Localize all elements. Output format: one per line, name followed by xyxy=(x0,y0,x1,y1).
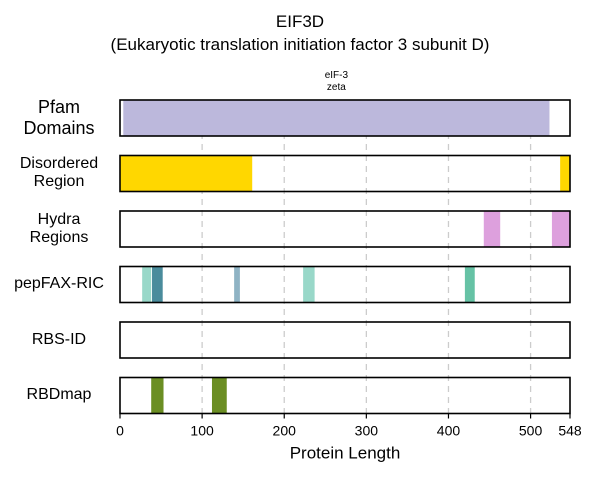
x-tick-label: 0 xyxy=(116,423,124,439)
x-tick-label: 400 xyxy=(437,423,461,439)
x-tick-label: 200 xyxy=(273,423,297,439)
track-label: Pfam Domains xyxy=(23,97,95,138)
x-axis: 0 100 200 300 400 500 548 Protein Length xyxy=(116,413,582,463)
segment-bar xyxy=(560,155,570,192)
track xyxy=(119,321,571,359)
track-frame xyxy=(119,210,571,248)
segment-bar xyxy=(151,377,164,414)
x-tick-label: 500 xyxy=(519,423,543,439)
segment-bar xyxy=(120,155,253,192)
track: eIF-3 zeta xyxy=(119,70,571,137)
track-frame xyxy=(119,154,571,193)
chart-subtitle: (Eukaryotic translation initiation facto… xyxy=(110,35,490,54)
x-tick-label: 548 xyxy=(558,423,582,439)
track xyxy=(119,154,571,193)
segment-bar xyxy=(123,100,550,136)
track-label: pepFAX-RIC xyxy=(14,275,104,293)
track-frame xyxy=(119,376,571,415)
track-label: Disordered Region xyxy=(19,155,99,191)
segment-bar xyxy=(551,211,570,247)
segment-bar xyxy=(464,266,475,303)
track xyxy=(119,265,571,304)
segment-bar xyxy=(211,377,227,414)
x-axis-label: Protein Length xyxy=(290,444,401,463)
segment-bar xyxy=(142,266,152,303)
track xyxy=(119,210,571,248)
track-frame xyxy=(119,265,571,304)
chart-title: EIF3D xyxy=(275,12,325,31)
grid-lines xyxy=(201,100,532,414)
track-label: Hydra Regions xyxy=(29,210,89,246)
segment-label: eIF-3 zeta xyxy=(325,70,349,93)
segment-bar xyxy=(152,266,163,303)
track xyxy=(119,376,571,415)
track-frame xyxy=(119,99,571,137)
segment-bar xyxy=(483,211,501,247)
track-frame xyxy=(119,321,571,359)
x-tick-label: 100 xyxy=(190,423,214,439)
track-label: RBDmap xyxy=(26,386,92,404)
segment-bar xyxy=(234,266,240,303)
segment-bar xyxy=(303,266,315,303)
x-tick-label: 300 xyxy=(355,423,379,439)
track-label: RBS-ID xyxy=(31,330,87,348)
